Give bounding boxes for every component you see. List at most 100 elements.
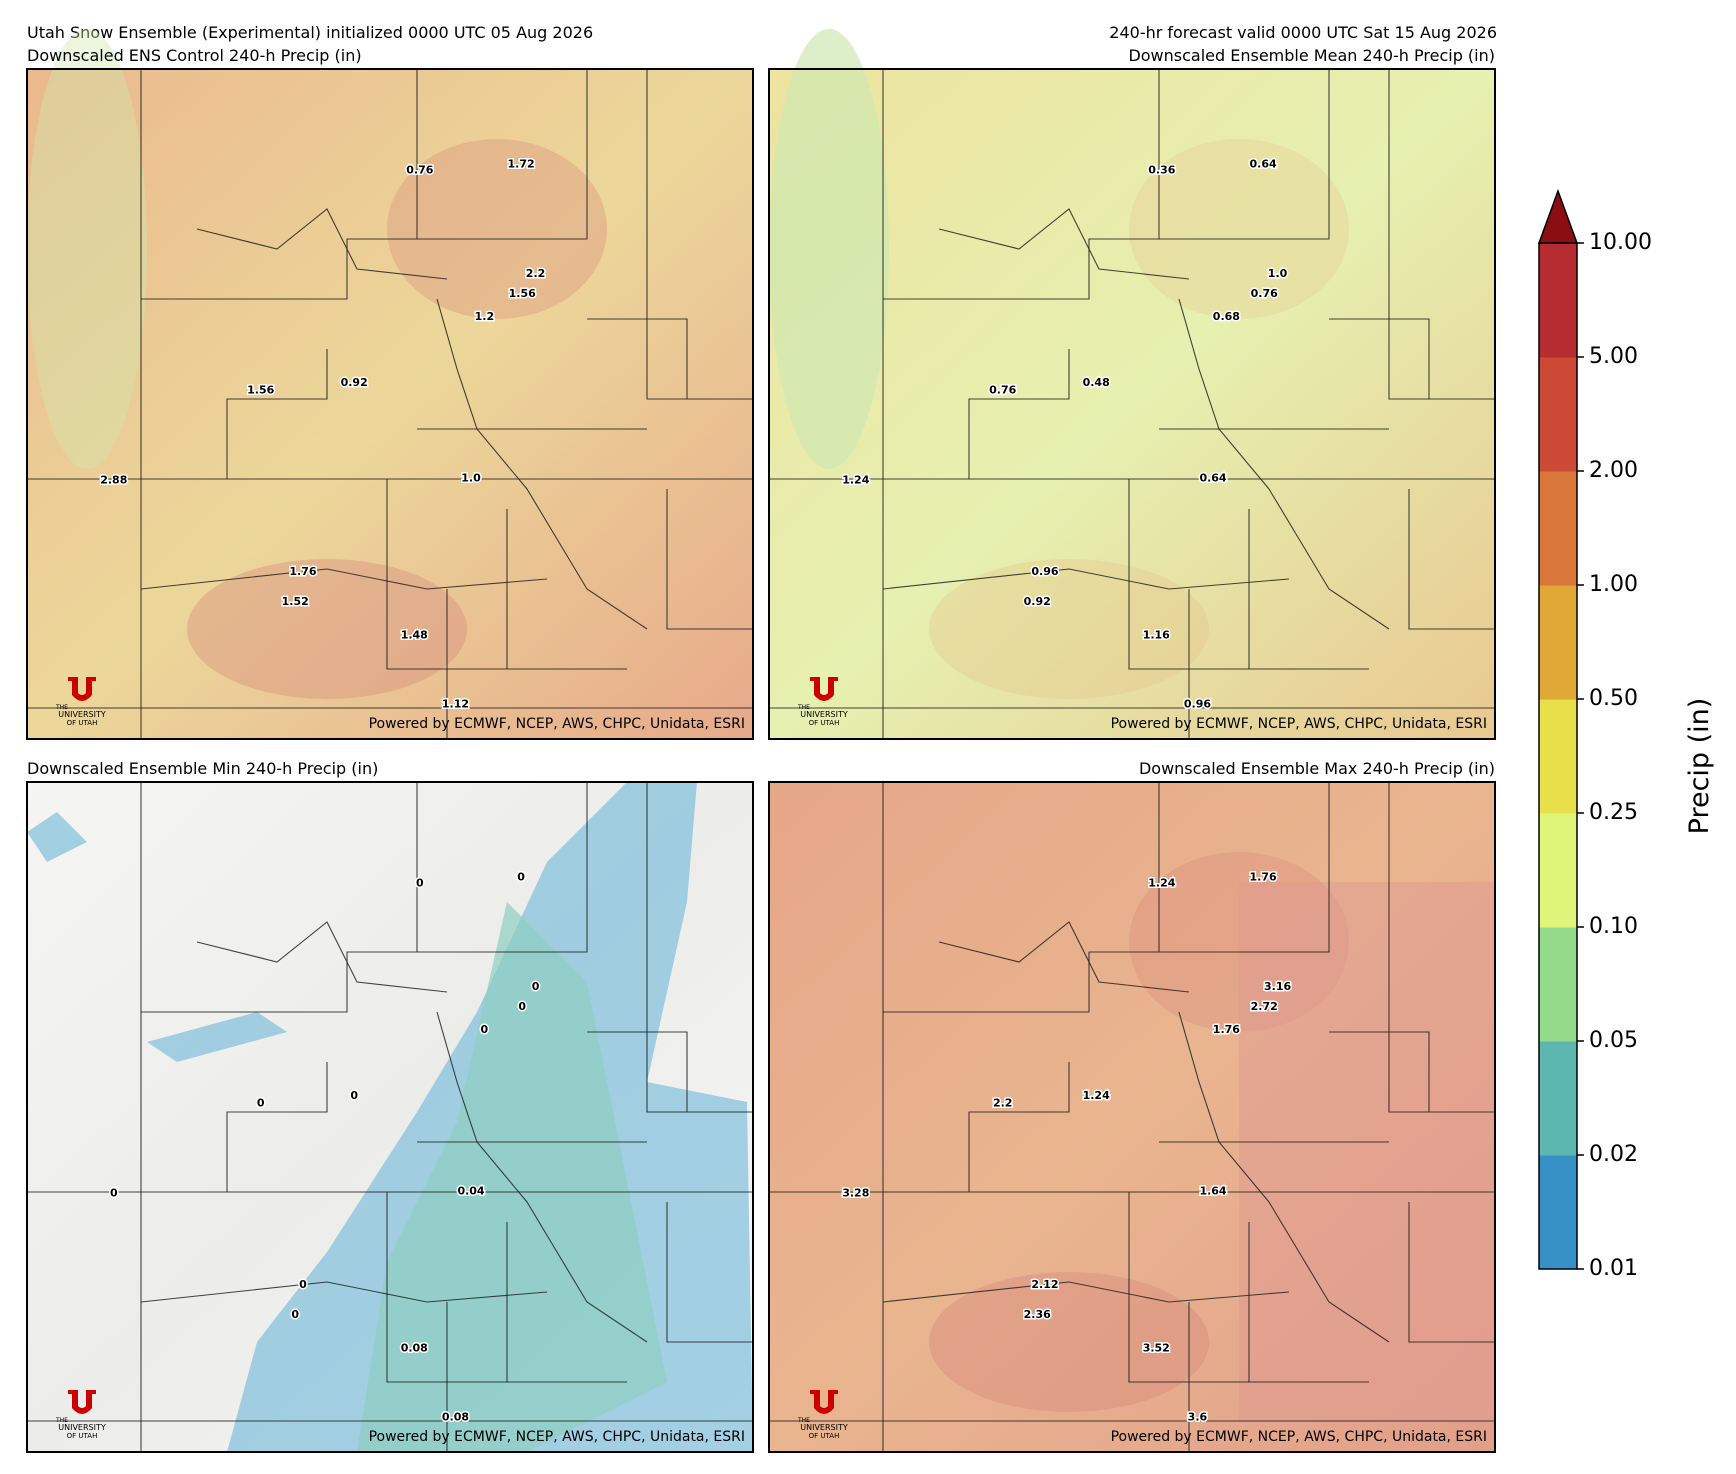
- boundary-line: [1388, 69, 1495, 400]
- colorbar-segment: [1539, 243, 1577, 358]
- point-label: 1.64: [1199, 1185, 1226, 1198]
- logo-text: THE: [797, 704, 810, 711]
- boundary-line: [226, 349, 328, 479]
- terrain-shade: [1239, 882, 1495, 1422]
- boundary-line: [1329, 1031, 1430, 1112]
- colorbar-tick-label: 5.00: [1589, 344, 1638, 369]
- point-label: 0.92: [341, 376, 368, 389]
- boundary-line: [1408, 489, 1495, 630]
- boundary-line: [646, 782, 753, 1113]
- map-panel: 1.24 1.76 3.16 2.72 1.76 2.2 1.24 3.28 1.64 2.12 2…: [768, 759, 1496, 1453]
- point-label: 0.64: [1199, 472, 1226, 485]
- terrain-shade: [929, 1272, 1209, 1412]
- boundary-line: [1159, 69, 1330, 240]
- boundary-line: [883, 782, 1160, 1013]
- colorbar-tick-label: 0.25: [1589, 800, 1638, 825]
- panel-frame: [26, 68, 754, 740]
- point-label: 1.12: [442, 697, 469, 710]
- map-panel: 0.76 1.72 2.2 1.56 1.2 1.56 0.92 2.88 1.0 1.76 1.5…: [26, 29, 754, 740]
- boundary-line: [226, 1062, 328, 1192]
- point-label: 1.0: [1268, 267, 1288, 280]
- panel-title: Downscaled Ensemble Max 240-h Precip (in…: [1139, 759, 1495, 778]
- boundary-line: [646, 69, 753, 400]
- logo-text: UNIVERSITY: [800, 710, 848, 719]
- boundary-line: [1178, 298, 1390, 630]
- boundary-line: [587, 1031, 688, 1112]
- boundary-line: [386, 479, 627, 670]
- boundary-line: [1128, 1192, 1369, 1383]
- point-label: 1.0: [461, 472, 481, 485]
- point-label: 0: [110, 1187, 118, 1200]
- boundary-line: [386, 1192, 627, 1383]
- colorbar-segment: [1539, 1041, 1577, 1156]
- point-label: 0.96: [1031, 565, 1058, 578]
- boundary-line: [1159, 782, 1330, 953]
- boundary-line: [666, 489, 753, 630]
- boundary-line: [196, 208, 448, 280]
- colorbar-extend: [1537, 188, 1579, 244]
- panel-title: Downscaled ENS Control 240-h Precip (in): [27, 46, 362, 65]
- boundary-line: [1408, 1202, 1495, 1343]
- point-label: 0: [481, 1023, 489, 1036]
- point-label: 1.16: [1143, 628, 1170, 641]
- point-label: 0: [532, 980, 540, 993]
- panel-title: Downscaled Ensemble Min 240-h Precip (in…: [27, 759, 378, 778]
- colorbar-segment: [1539, 585, 1577, 700]
- point-label: 0.92: [1024, 595, 1051, 608]
- point-label: 0: [350, 1089, 358, 1102]
- logo-u: [810, 1390, 838, 1414]
- boundary-line: [417, 782, 588, 953]
- logo-u: [810, 677, 838, 701]
- boundary-line: [140, 568, 548, 590]
- point-label: 0.04: [457, 1185, 484, 1198]
- logo-text: UNIVERSITY: [58, 710, 106, 719]
- point-label: 2.36: [1024, 1308, 1051, 1321]
- logo-u: [68, 1390, 96, 1414]
- point-label: 2.72: [1251, 1000, 1278, 1013]
- attribution: Powered by ECMWF, NCEP, AWS, CHPC, Unida…: [1111, 1429, 1487, 1445]
- point-label: 3.28: [842, 1187, 869, 1200]
- point-label: 2.2: [526, 267, 546, 280]
- logo-text: THE: [55, 1417, 68, 1424]
- point-label: 1.56: [509, 287, 536, 300]
- point-label: 0.64: [1250, 158, 1277, 171]
- point-label: 0.96: [1184, 697, 1211, 710]
- attribution: Powered by ECMWF, NCEP, AWS, CHPC, Unida…: [369, 1429, 745, 1445]
- attribution: Powered by ECMWF, NCEP, AWS, CHPC, Unida…: [369, 716, 745, 732]
- point-label: 0: [291, 1308, 299, 1321]
- logo-text: OF UTAH: [67, 1432, 98, 1440]
- point-label: 0.36: [1148, 163, 1175, 176]
- attribution: Powered by ECMWF, NCEP, AWS, CHPC, Unida…: [1111, 716, 1487, 732]
- terrain-shade: [1129, 139, 1349, 319]
- logo-text: THE: [797, 1417, 810, 1424]
- colorbar-frame: [1538, 242, 1578, 1270]
- point-label: 2.2: [993, 1097, 1013, 1110]
- logo-text: UNIVERSITY: [58, 1423, 106, 1432]
- point-label: 1.2: [475, 310, 495, 323]
- colorbar-segment: [1539, 699, 1577, 814]
- colorbar-segment: [1539, 813, 1577, 928]
- colorbar-tick-label: 2.00: [1589, 458, 1638, 483]
- map-background: [27, 69, 753, 739]
- valid-title: 240-hr forecast valid 0000 UTC Sat 15 Au…: [1109, 23, 1497, 42]
- point-label: 1.24: [842, 474, 869, 487]
- boundary-line: [938, 208, 1190, 280]
- point-label: 3.16: [1264, 980, 1291, 993]
- point-label: 1.24: [1148, 876, 1175, 889]
- point-label: 1.76: [1250, 871, 1277, 884]
- point-label: 1.24: [1083, 1089, 1110, 1102]
- boundary-line: [882, 568, 1290, 590]
- colorbar-tick-label: 10.00: [1589, 230, 1652, 255]
- colorbar-segment: [1539, 927, 1577, 1042]
- point-label: 0.08: [401, 1341, 428, 1354]
- colorbar-tick-label: 0.01: [1589, 1256, 1638, 1281]
- point-label: 0: [299, 1278, 307, 1291]
- boundary-line: [141, 782, 418, 1013]
- boundary-line: [1388, 782, 1495, 1113]
- colorbar-tick-label: 0.10: [1589, 914, 1638, 939]
- precip-area: [357, 902, 667, 1452]
- terrain-shade: [387, 139, 607, 319]
